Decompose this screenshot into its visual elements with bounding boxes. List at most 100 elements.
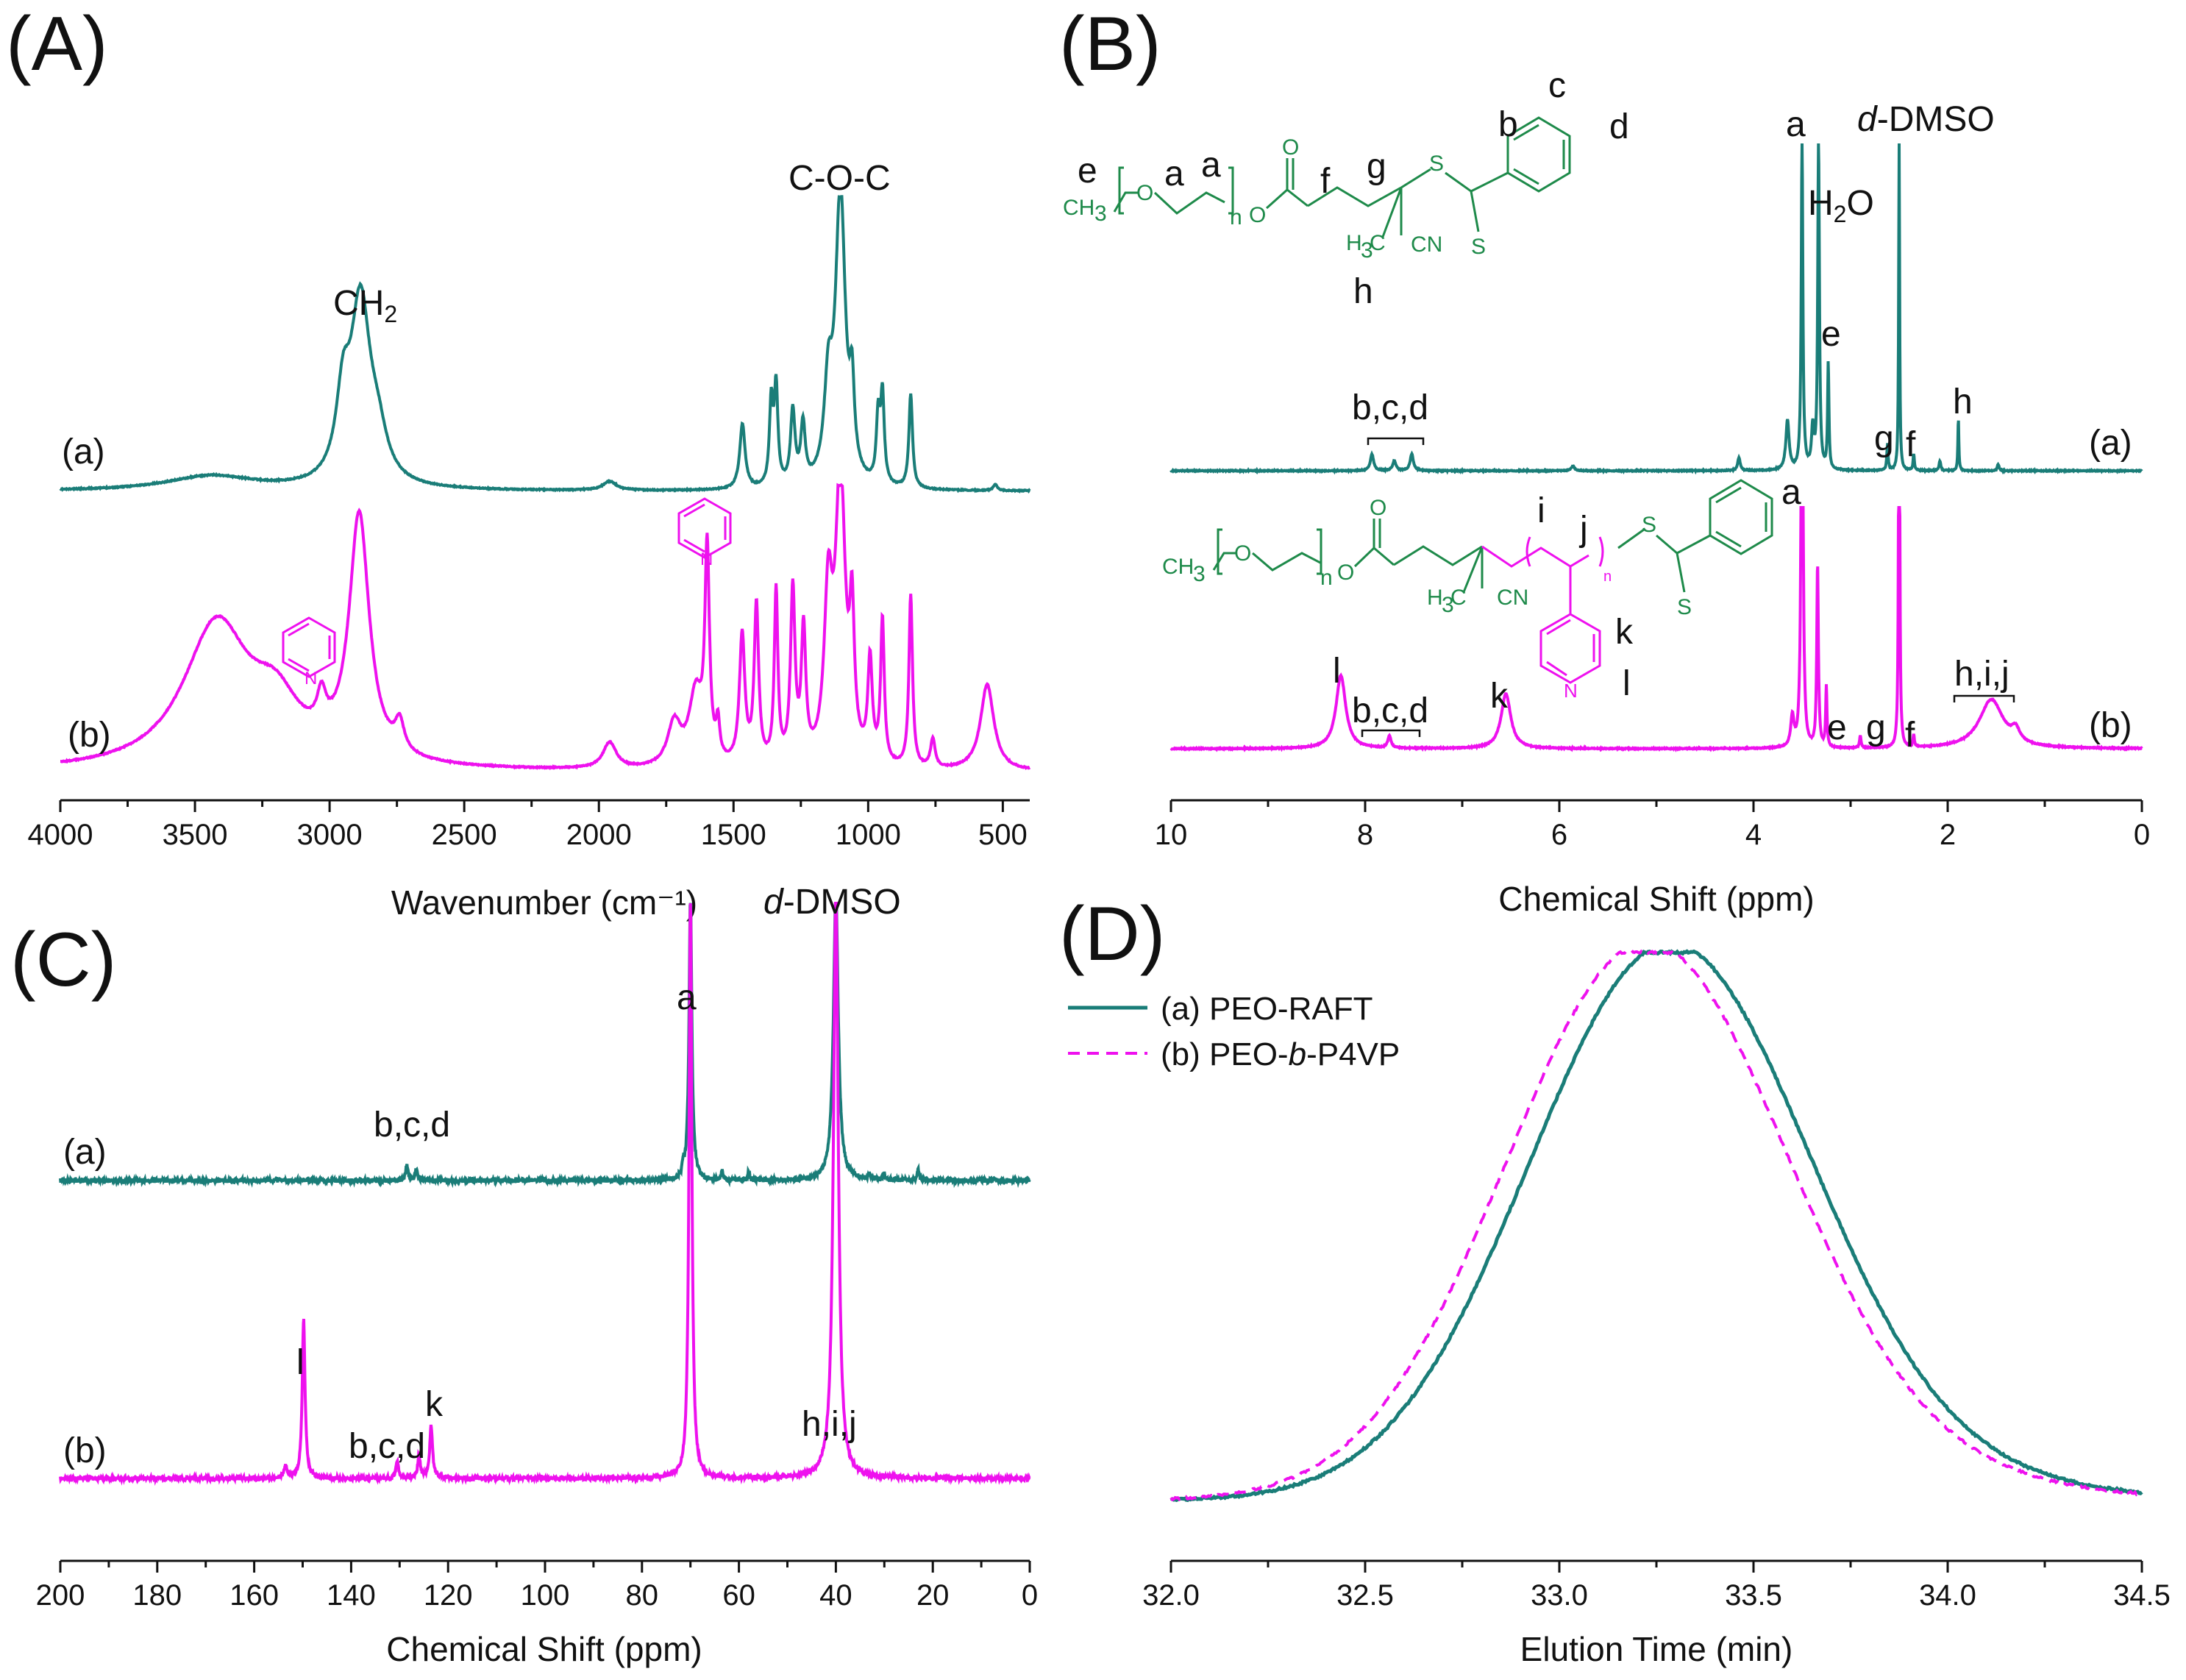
svg-text:CN: CN [1497, 585, 1528, 610]
x-tick-label: 180 [132, 1579, 182, 1612]
peak-label-coc: C-O-C [788, 159, 891, 198]
dmso-label: d-DMSO [763, 883, 901, 922]
x-tick-label: 60 [722, 1579, 755, 1612]
peak-label-k: k [1490, 677, 1509, 716]
peak-label-h: h [1953, 382, 1973, 421]
bracket [1361, 729, 1421, 737]
series-line-b [60, 483, 1031, 771]
svg-text:e: e [1078, 152, 1097, 191]
peak-label-bcd-a: b,c,d [374, 1106, 450, 1145]
x-tick-label: 1000 [836, 819, 901, 851]
structure-peo-raft: CH 3 O n O O H 3 C CN S S [1063, 66, 1629, 311]
x-tick-label: 4000 [28, 819, 93, 851]
peak-label-a-b: a [1781, 473, 1801, 512]
x-tick-label: 34.5 [2113, 1579, 2171, 1612]
peak-label-bcd-b: b,c,d [1352, 691, 1428, 730]
svg-text:O: O [1370, 496, 1386, 520]
peak-label-a: a [1786, 105, 1806, 144]
x-tick-label: 6 [1551, 819, 1567, 851]
svg-text:j: j [1578, 510, 1588, 549]
svg-text:S: S [1471, 235, 1486, 259]
x-tick-label: 0 [1022, 1579, 1038, 1612]
svg-text:H: H [1346, 231, 1362, 255]
h2o-label: H2O [1808, 184, 1874, 227]
series-label-a: (a) [2089, 424, 2132, 463]
svg-text:k: k [1615, 613, 1634, 652]
x-tick-label: 2 [1940, 819, 1956, 851]
peak-label-l: l [1333, 652, 1341, 691]
svg-text:C: C [1370, 231, 1386, 255]
x-tick-label: 500 [978, 819, 1028, 851]
peak-label-hij: h,i,j [802, 1405, 857, 1444]
x-axis-title: Chemical Shift (ppm) [386, 1630, 702, 1668]
peak-label-hij: h,i,j [1954, 655, 2009, 694]
svg-text:f: f [1320, 162, 1331, 201]
x-tick-label: 20 [916, 1579, 950, 1612]
peak-label-a: a [677, 978, 697, 1017]
x-tick-label: 0 [2134, 819, 2150, 851]
x-tick-label: 140 [327, 1579, 376, 1612]
peak-label-k: k [425, 1385, 444, 1424]
series-line-a [1169, 143, 2143, 475]
legend-label-b: (b) PEO-b-P4VP [1161, 1036, 1400, 1072]
series-line-a [1169, 949, 2143, 1503]
peak-label-bcd-a: b,c,d [1352, 388, 1428, 427]
x-tick-label: 10 [1155, 819, 1188, 851]
svg-text:l: l [1623, 664, 1631, 703]
peak-label-ch2: CH2 [333, 284, 397, 327]
peak-label-f: f [1906, 425, 1916, 464]
series-label-a: (a) [63, 1133, 107, 1172]
x-axis-title: Chemical Shift (ppm) [1498, 880, 1814, 918]
x-tick-label: 80 [626, 1579, 659, 1612]
legend: (a) PEO-RAFT (b) PEO-b-P4VP [1068, 991, 1400, 1072]
series-line-b [1169, 506, 2143, 752]
svg-text:a: a [1201, 146, 1221, 185]
peak-label-l: l [296, 1343, 305, 1382]
svg-text:i: i [1537, 491, 1545, 530]
pyridine-icon: N [677, 497, 732, 569]
x-tick-label: 8 [1357, 819, 1373, 851]
series-label-b: (b) [63, 1431, 107, 1470]
svg-text:O: O [1282, 135, 1299, 160]
x-ticks: 200 180 160 140 120 100 80 60 40 20 0 [36, 1561, 1038, 1612]
x-axis-title: Wavenumber (cm⁻¹) [391, 883, 697, 922]
peak-label-g: g [1874, 419, 1894, 458]
svg-text:n: n [1230, 205, 1242, 229]
svg-text:C: C [1450, 585, 1467, 610]
x-ticks: 4000 3500 3000 2500 2000 1500 1000 500 [28, 800, 1028, 851]
svg-text:g: g [1367, 147, 1386, 186]
svg-text:S: S [1677, 595, 1692, 619]
svg-text:O: O [1234, 541, 1251, 566]
peak-label-e-b: e [1827, 708, 1847, 747]
x-ticks: 10 8 6 4 2 0 [1155, 800, 2150, 851]
x-tick-label: 160 [229, 1579, 279, 1612]
bracket [1367, 437, 1425, 445]
svg-text:S: S [1642, 513, 1656, 537]
peak-label-f-b: f [1905, 716, 1915, 755]
x-tick-label: 33.0 [1531, 1579, 1588, 1612]
svg-text:S: S [1429, 152, 1444, 176]
series-label-b: (b) [68, 716, 111, 755]
svg-text:O: O [1136, 181, 1153, 205]
x-axis-title: Elution Time (min) [1520, 1630, 1793, 1668]
svg-text:N: N [305, 669, 317, 688]
series-label-a: (a) [62, 433, 105, 471]
svg-text:b: b [1498, 105, 1518, 144]
x-tick-label: 120 [424, 1579, 473, 1612]
panel-d: (D) 32.0 32.5 33.0 33.5 34.0 34.5 (a) PEO-RAF… [1059, 891, 2171, 1668]
bracket [1953, 694, 2015, 702]
x-tick-label: 3000 [297, 819, 363, 851]
panel-b-letter: (B) [1059, 1, 1161, 87]
x-tick-label: 200 [36, 1579, 85, 1612]
x-tick-label: 33.5 [1725, 1579, 1782, 1612]
x-tick-label: 3500 [163, 819, 228, 851]
x-tick-label: 32.5 [1336, 1579, 1394, 1612]
panel-a: (A) 4000 3500 3000 2500 2000 1500 1000 500 (a) … [6, 1, 1031, 922]
svg-text:O: O [1249, 203, 1266, 227]
svg-text:N: N [700, 549, 713, 569]
panel-a-letter: (A) [6, 1, 108, 87]
panel-d-letter: (D) [1059, 891, 1165, 977]
series-label-b: (b) [2089, 706, 2132, 745]
svg-text:CN: CN [1411, 232, 1442, 257]
